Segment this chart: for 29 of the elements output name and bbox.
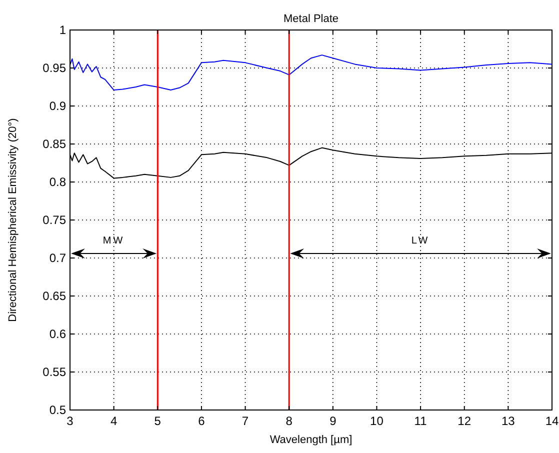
y-tick-label: 0.85	[42, 137, 66, 151]
x-tick-label: 5	[154, 414, 162, 428]
y-tick-label: 0.6	[49, 327, 66, 341]
annotation: LW	[411, 235, 430, 246]
x-tick-label: 6	[198, 414, 206, 428]
x-tick-label: 7	[242, 414, 249, 428]
x-tick-label: 3	[66, 414, 74, 428]
y-tick-label: 1	[59, 23, 66, 37]
y-axis-title: Directional Hemispherical Emissivity (20°)	[7, 118, 19, 322]
y-tick-label: 0.8	[49, 175, 66, 189]
y-tick-label: 0.5	[49, 403, 66, 417]
y-tick-label: 0.55	[42, 365, 66, 379]
x-tick-label: 8	[286, 414, 293, 428]
line-series	[70, 54, 552, 91]
y-tick-label: 0.75	[42, 213, 66, 227]
x-tick-label: 11	[414, 414, 428, 428]
x-tick-label: 10	[370, 414, 384, 428]
y-tick-label: 0.65	[42, 289, 66, 303]
y-tick-label: 0.95	[42, 61, 66, 75]
x-tick-label: 9	[330, 414, 337, 428]
x-tick-label: 4	[110, 414, 118, 428]
chart-title: Metal Plate	[283, 13, 339, 25]
annotation: MW	[102, 235, 125, 246]
x-tick-label: 14	[545, 414, 559, 428]
x-tick-label: 13	[502, 414, 516, 428]
y-tick-label: 0.9	[49, 99, 66, 113]
x-tick-label: 12	[458, 414, 472, 428]
y-tick-label: 0.7	[49, 251, 66, 265]
x-axis-title: Wavelength [µm]	[270, 434, 352, 446]
